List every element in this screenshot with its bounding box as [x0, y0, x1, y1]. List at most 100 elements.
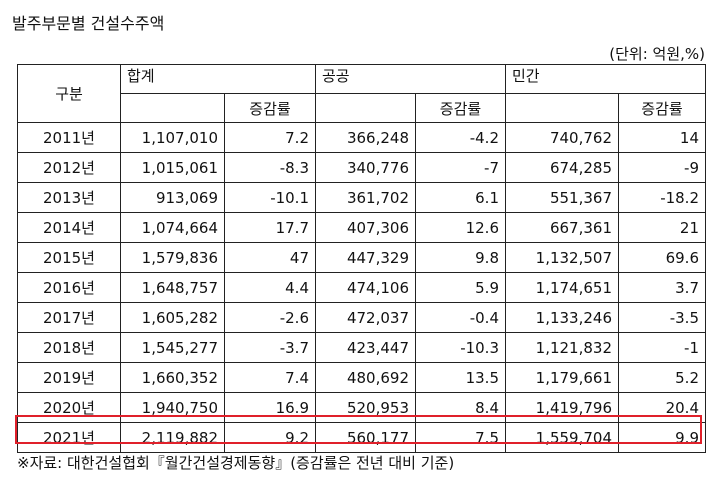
- total-rate-cell: 7.4: [224, 362, 316, 393]
- private-cell: 667,361: [505, 212, 619, 243]
- private-cell: 1,133,246: [505, 302, 619, 333]
- year-cell: 2014년: [17, 212, 121, 243]
- header-gubun: 구분: [17, 64, 121, 123]
- total-cell: 1,015,061: [120, 152, 225, 183]
- year-cell: 2016년: [17, 272, 121, 303]
- public-cell: 366,248: [315, 122, 416, 153]
- total-rate-cell: -2.6: [224, 302, 316, 333]
- header-total-amount-blank: [120, 93, 225, 123]
- table-row: 2011년 1,107,010 7.2 366,248 -4.2 740,762 14: [17, 122, 706, 153]
- public-rate-cell: 8.4: [415, 392, 506, 423]
- total-cell: 1,579,836: [120, 242, 225, 273]
- private-cell: 1,559,704: [505, 422, 619, 453]
- total-rate-cell: -8.3: [224, 152, 316, 183]
- public-rate-cell: 7.5: [415, 422, 506, 453]
- header-public-growth: 증감률: [415, 93, 506, 123]
- year-cell: 2021년: [17, 422, 121, 453]
- public-rate-cell: -4.2: [415, 122, 506, 153]
- table-row: 2020년 1,940,750 16.9 520,953 8.4 1,419,796 20.…: [17, 392, 706, 423]
- table-row-highlighted: 2021년 2,119,882 9.2 560,177 7.5 1,559,704 9.9: [17, 422, 706, 453]
- total-rate-cell: 47: [224, 242, 316, 273]
- public-cell: 423,447: [315, 332, 416, 363]
- public-rate-cell: 6.1: [415, 182, 506, 213]
- construction-orders-table: 구분 합계 공공 민간 증감률 증감률 증감률 2011년 1,107,010 7.…: [17, 64, 706, 453]
- year-cell: 2011년: [17, 122, 121, 153]
- public-rate-cell: 12.6: [415, 212, 506, 243]
- public-cell: 474,106: [315, 272, 416, 303]
- private-rate-cell: -1: [618, 332, 706, 363]
- table-row: 2013년 913,069 -10.1 361,702 6.1 551,367 -18.2: [17, 182, 706, 213]
- total-cell: 2,119,882: [120, 422, 225, 453]
- private-rate-cell: -9: [618, 152, 706, 183]
- public-cell: 480,692: [315, 362, 416, 393]
- table-row: 2017년 1,605,282 -2.6 472,037 -0.4 1,133,246 -3…: [17, 302, 706, 333]
- year-cell: 2013년: [17, 182, 121, 213]
- private-cell: 1,179,661: [505, 362, 619, 393]
- year-cell: 2020년: [17, 392, 121, 423]
- total-rate-cell: 9.2: [224, 422, 316, 453]
- public-rate-cell: -7: [415, 152, 506, 183]
- public-rate-cell: 9.8: [415, 242, 506, 273]
- private-cell: 1,121,832: [505, 332, 619, 363]
- total-rate-cell: 17.7: [224, 212, 316, 243]
- table-row: 2019년 1,660,352 7.4 480,692 13.5 1,179,661 5.2: [17, 362, 706, 393]
- private-cell: 740,762: [505, 122, 619, 153]
- private-rate-cell: 3.7: [618, 272, 706, 303]
- year-cell: 2017년: [17, 302, 121, 333]
- private-rate-cell: -3.5: [618, 302, 706, 333]
- private-cell: 1,174,651: [505, 272, 619, 303]
- total-cell: 1,648,757: [120, 272, 225, 303]
- public-cell: 407,306: [315, 212, 416, 243]
- total-cell: 1,107,010: [120, 122, 225, 153]
- total-cell: 913,069: [120, 182, 225, 213]
- source-footnote: ※자료: 대한건설협회『월간건설경제동향』(증감률은 전년 대비 기준): [17, 454, 455, 472]
- header-public: 공공: [315, 64, 506, 94]
- private-rate-cell: 21: [618, 212, 706, 243]
- public-cell: 472,037: [315, 302, 416, 333]
- public-rate-cell: 13.5: [415, 362, 506, 393]
- total-rate-cell: 4.4: [224, 272, 316, 303]
- header-private-amount-blank: [505, 93, 619, 123]
- total-cell: 1,660,352: [120, 362, 225, 393]
- private-cell: 551,367: [505, 182, 619, 213]
- total-rate-cell: -3.7: [224, 332, 316, 363]
- private-cell: 1,419,796: [505, 392, 619, 423]
- year-cell: 2019년: [17, 362, 121, 393]
- header-public-amount-blank: [315, 93, 416, 123]
- total-rate-cell: 16.9: [224, 392, 316, 423]
- table-row: 2016년 1,648,757 4.4 474,106 5.9 1,174,651 3.7: [17, 272, 706, 303]
- private-rate-cell: 14: [618, 122, 706, 153]
- public-cell: 361,702: [315, 182, 416, 213]
- private-rate-cell: 9.9: [618, 422, 706, 453]
- year-cell: 2018년: [17, 332, 121, 363]
- private-cell: 674,285: [505, 152, 619, 183]
- table-row: 2018년 1,545,277 -3.7 423,447 -10.3 1,121,832-…: [17, 332, 706, 363]
- header-total: 합계: [120, 64, 316, 94]
- header-private-growth: 증감률: [618, 93, 706, 123]
- private-rate-cell: 5.2: [618, 362, 706, 393]
- public-cell: 447,329: [315, 242, 416, 273]
- private-rate-cell: 69.6: [618, 242, 706, 273]
- year-cell: 2015년: [17, 242, 121, 273]
- header-row-1: 구분 합계 공공 민간: [17, 64, 706, 123]
- public-rate-cell: -10.3: [415, 332, 506, 363]
- public-cell: 520,953: [315, 392, 416, 423]
- total-cell: 1,940,750: [120, 392, 225, 423]
- public-cell: 340,776: [315, 152, 416, 183]
- public-rate-cell: -0.4: [415, 302, 506, 333]
- private-cell: 1,132,507: [505, 242, 619, 273]
- year-cell: 2012년: [17, 152, 121, 183]
- total-cell: 1,545,277: [120, 332, 225, 363]
- table-row: 2014년 1,074,664 17.7 407,306 12.6 667,361 21: [17, 212, 706, 243]
- document-title: 발주부문별 건설수주액: [12, 14, 165, 33]
- total-cell: 1,605,282: [120, 302, 225, 333]
- header-private: 민간: [505, 64, 706, 94]
- header-row-2: 증감률 증감률 증감률: [18, 93, 706, 123]
- table-row: 2012년 1,015,061 -8.3 340,776 -7 674,285 -9: [17, 152, 706, 183]
- unit-label: (단위: 억원,%): [609, 45, 705, 63]
- header-total-growth: 증감률: [224, 93, 316, 123]
- total-rate-cell: -10.1: [224, 182, 316, 213]
- total-rate-cell: 7.2: [224, 122, 316, 153]
- public-rate-cell: 5.9: [415, 272, 506, 303]
- total-cell: 1,074,664: [120, 212, 225, 243]
